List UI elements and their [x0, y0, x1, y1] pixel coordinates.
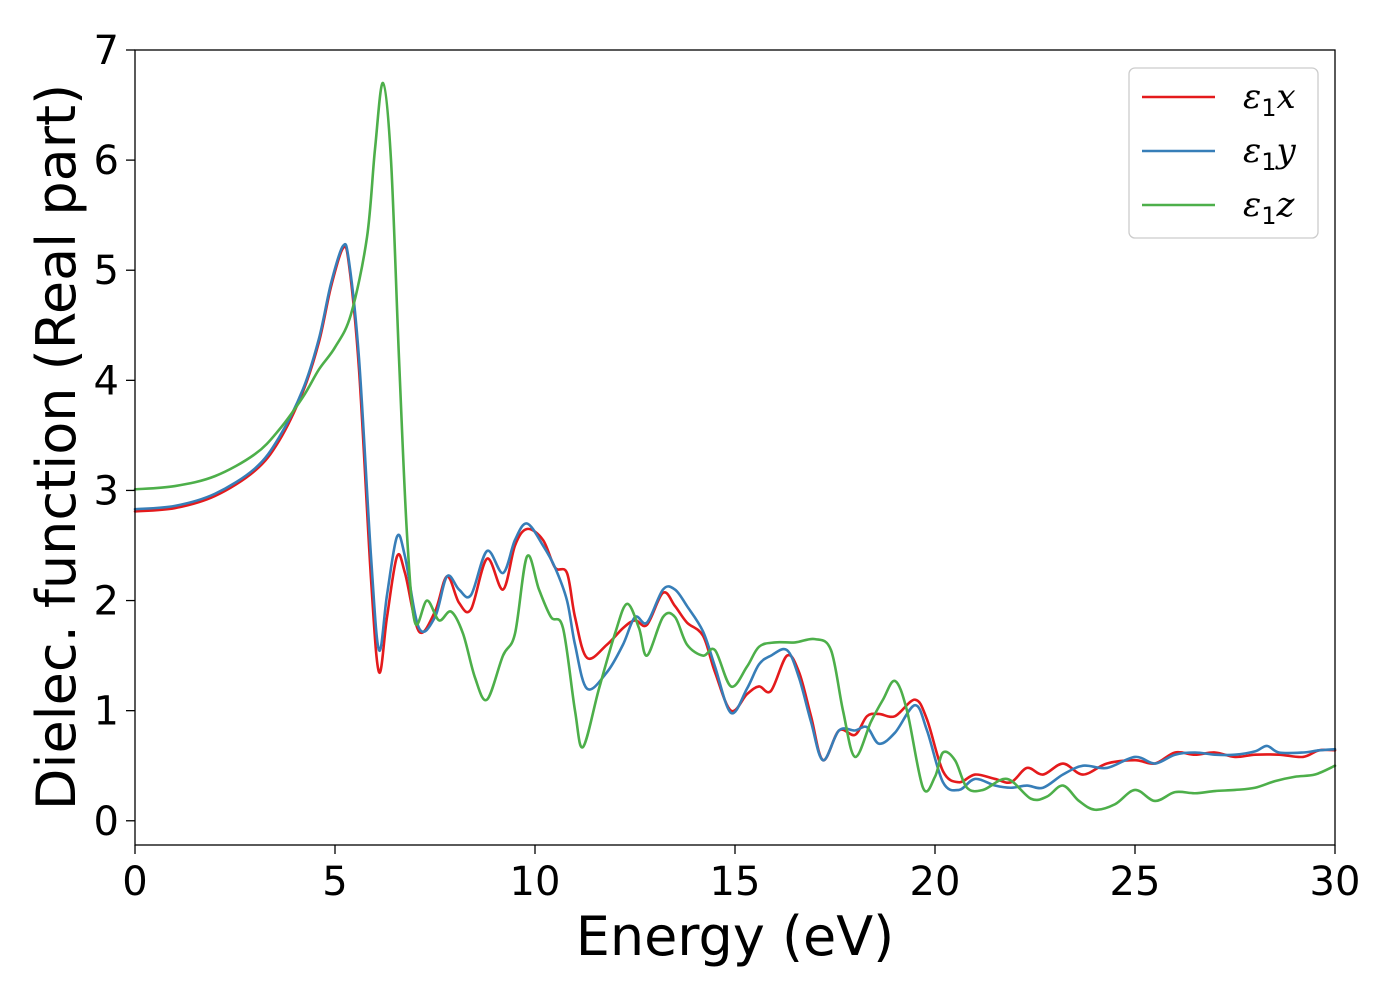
x-axis-label: Energy (eV) — [576, 905, 895, 968]
legend-label-z: ε1z — [1243, 185, 1296, 230]
legend-frame — [1128, 67, 1319, 239]
y-tick-label: 4 — [94, 358, 119, 404]
y-tick-label: 1 — [94, 689, 119, 735]
y-axis: 0 1 2 3 4 5 6 7 — [94, 28, 135, 845]
x-tick-label: 15 — [710, 859, 761, 905]
y-tick-label: 7 — [94, 28, 119, 74]
series-layer — [133, 81, 1337, 812]
series-line-x — [133, 245, 1337, 784]
x-tick-label: 30 — [1310, 859, 1361, 905]
x-tick-label: 25 — [1110, 859, 1161, 905]
legend-label-x: ε1x — [1243, 77, 1296, 122]
series-line-z — [133, 81, 1337, 812]
x-axis: 0 5 10 15 20 25 30 — [122, 845, 1360, 905]
legend-label-y: ε1y — [1243, 131, 1297, 176]
legend: ε1x ε1y ε1z — [1128, 67, 1319, 239]
y-tick-label: 5 — [94, 248, 119, 294]
y-tick-label: 0 — [94, 799, 119, 845]
x-tick-label: 10 — [510, 859, 561, 905]
x-tick-label: 20 — [910, 859, 961, 905]
x-tick-label: 0 — [122, 859, 147, 905]
x-tick-label: 5 — [322, 859, 347, 905]
y-tick-label: 6 — [94, 138, 119, 184]
series-line-y — [133, 242, 1337, 792]
y-tick-label: 3 — [94, 468, 119, 514]
y-axis-label: Dielec. function (Real part) — [25, 84, 88, 810]
y-tick-label: 2 — [94, 579, 119, 625]
